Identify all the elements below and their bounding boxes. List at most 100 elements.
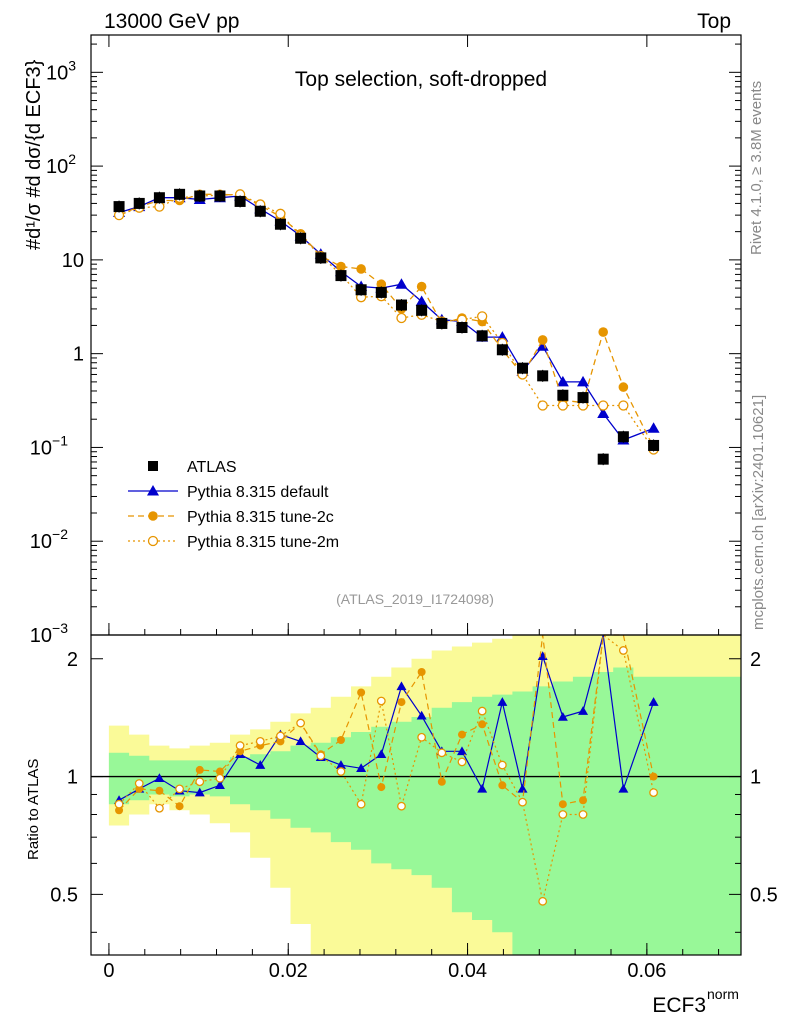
atlas-point bbox=[194, 190, 206, 202]
atlas-point bbox=[234, 195, 246, 207]
atlas-point bbox=[295, 232, 307, 244]
main-y-tick-exponent: 2 bbox=[68, 151, 76, 167]
plot-title: Top selection, soft-dropped bbox=[295, 68, 547, 91]
x-axis-label-sup: norm bbox=[707, 986, 739, 1002]
series-default-point bbox=[415, 295, 428, 306]
legend-label: Pythia 8.315 tune-2c bbox=[187, 509, 334, 526]
series-tune-2m-ratio-point bbox=[255, 736, 265, 746]
atlas-point bbox=[577, 392, 589, 404]
series-tune-2m-ratio-point bbox=[558, 810, 568, 819]
ratio-y-tick-label: 2 bbox=[67, 649, 78, 671]
series-tune-2c-ratio-point bbox=[195, 765, 204, 774]
series-default-ratio-point bbox=[255, 760, 266, 769]
axis-ticks: 0 0.02 0.04 0.06 10−3 10−2 10−1 1 10 102 103 0.5 0.5… bbox=[30, 35, 778, 982]
ratio-y-tick-label-right: 2 bbox=[750, 649, 761, 671]
main-y-tick-label: 1 bbox=[73, 344, 84, 366]
series-default-ratio-point bbox=[497, 697, 508, 706]
series-default-ratio-point bbox=[557, 711, 568, 721]
series-tune-2c-point bbox=[537, 335, 548, 345]
atlas-point bbox=[476, 330, 488, 342]
atlas-point bbox=[648, 439, 660, 451]
series-tune-2m-ratio-point bbox=[538, 896, 548, 906]
series-tune-2c-point bbox=[356, 264, 366, 274]
main-y-axis-label: #d¹/σ #d dσ/{d ECF3} bbox=[23, 59, 45, 250]
series-tune-2m-point bbox=[477, 311, 488, 322]
atlas-point bbox=[517, 362, 529, 374]
main-y-tick-exponent: −3 bbox=[52, 620, 68, 636]
series-default-line bbox=[118, 195, 654, 441]
series-tune-2c-ratio-point bbox=[357, 688, 366, 697]
series-tune-2m-ratio-point bbox=[618, 646, 628, 655]
series-tune-2m-point bbox=[275, 208, 286, 219]
series-tune-2m-point bbox=[618, 400, 629, 411]
series-tune-2m-ratio-point bbox=[195, 777, 205, 787]
atlas-point bbox=[153, 192, 165, 204]
ratio-y-tick-label: 0.5 bbox=[50, 884, 78, 906]
series-default-ratio-point bbox=[517, 783, 528, 793]
series-default-ratio-point bbox=[154, 773, 165, 783]
series-layer bbox=[113, 188, 660, 906]
legend: ATLAS Pythia 8.315 default Pythia 8.315 tu… bbox=[128, 459, 339, 551]
atlas-point bbox=[335, 270, 347, 282]
atlas-point bbox=[416, 304, 428, 316]
plot-frames bbox=[90, 34, 742, 956]
series-tune-2c-ratio-point bbox=[457, 730, 466, 739]
legend-marker bbox=[148, 461, 158, 471]
series-tune-2c-ratio-point bbox=[115, 806, 124, 815]
series-tune-2c-point bbox=[618, 382, 629, 392]
series-tune-2m-ratio-point bbox=[417, 732, 427, 742]
legend-label: Pythia 8.315 tune-2m bbox=[187, 534, 339, 551]
series-tune-2m-ratio-point bbox=[376, 696, 386, 706]
series-tune-2c-point bbox=[416, 281, 427, 292]
rivet-version-label: Rivet 4.1.0, ≥ 3.8M events bbox=[748, 81, 765, 255]
x-tick-label: 0.02 bbox=[269, 960, 308, 982]
series-tune-2m-ratio-point bbox=[296, 718, 306, 728]
analysis-label: (ATLAS_2019_I1724098) bbox=[336, 591, 494, 607]
series-tune-2m-ratio-point bbox=[134, 779, 144, 788]
series-tune-2m-main bbox=[113, 189, 659, 455]
series-tune-2c-line bbox=[118, 193, 655, 448]
series-tune-2m-ratio-point bbox=[215, 773, 225, 783]
series-tune-2c-ratio-point bbox=[558, 800, 567, 809]
series-tune-2c-ratio-point bbox=[175, 802, 184, 811]
atlas-point bbox=[315, 252, 327, 264]
series-default-ratio-point bbox=[295, 736, 306, 746]
series-tune-2m-ratio-point bbox=[649, 788, 658, 797]
series-tune-2m-ratio-point bbox=[497, 760, 507, 770]
series-tune-2c-ratio-point bbox=[478, 720, 487, 729]
series-tune-2c-ratio-point bbox=[155, 786, 164, 795]
main-y-tick-label: 10−3 bbox=[30, 620, 68, 647]
atlas-point bbox=[496, 344, 508, 356]
main-y-tick-label: 102 bbox=[46, 151, 76, 178]
series-tune-2m-ratio-point bbox=[578, 810, 588, 819]
ratio-y-tick-label-right: 0.5 bbox=[750, 884, 778, 906]
legend-entry: Pythia 8.315 default bbox=[128, 484, 329, 501]
ratio-y-axis-label: Ratio to ATLAS bbox=[25, 759, 42, 860]
series-tune-2m-point bbox=[396, 312, 407, 324]
main-y-tick-label: 10 bbox=[62, 250, 84, 272]
series-default-ratio-point bbox=[396, 681, 407, 691]
series-tune-2m-point bbox=[537, 400, 548, 411]
series-tune-2c-ratio-point bbox=[437, 777, 446, 786]
series-tune-2m-ratio-point bbox=[457, 757, 467, 767]
atlas-point bbox=[375, 286, 387, 298]
atlas-point bbox=[214, 190, 226, 202]
series-default-ratio-point bbox=[648, 697, 659, 706]
series-default-ratio-point bbox=[214, 780, 225, 790]
series-default-ratio-point bbox=[456, 746, 467, 756]
series-default-point bbox=[647, 422, 660, 433]
series-tune-2m-line bbox=[118, 193, 655, 450]
x-tick-label: 0.06 bbox=[627, 960, 666, 982]
legend-marker bbox=[147, 535, 159, 547]
series-default-main bbox=[113, 189, 660, 445]
series-tune-2c-point bbox=[376, 279, 387, 290]
atlas-point bbox=[436, 317, 448, 329]
series-tune-2m-ratio bbox=[114, 633, 658, 906]
series-default-ratio-point bbox=[416, 710, 427, 720]
atlas-point bbox=[537, 370, 549, 382]
legend-entry: Pythia 8.315 tune-2c bbox=[128, 509, 334, 526]
main-y-tick-label: 10−2 bbox=[30, 526, 68, 553]
series-default-ratio-point bbox=[376, 749, 387, 759]
series-default-ratio-point bbox=[194, 787, 205, 797]
legend-marker bbox=[147, 485, 159, 496]
